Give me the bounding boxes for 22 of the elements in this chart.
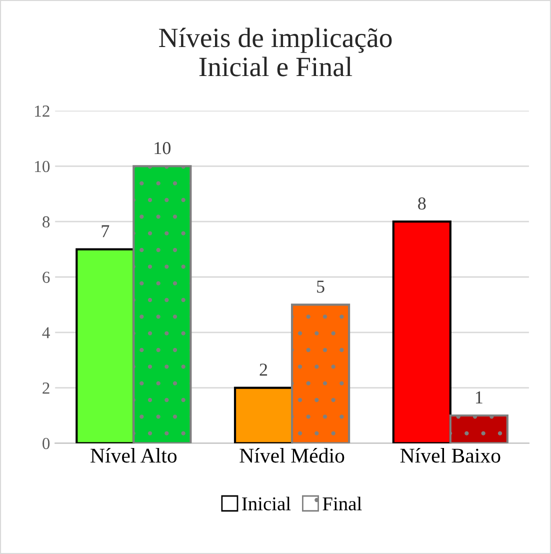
y-tick-label: 8 xyxy=(42,216,50,228)
bar xyxy=(76,248,135,444)
y-tick-label: 10 xyxy=(35,160,50,172)
bar xyxy=(234,386,294,444)
y-tick-label: 6 xyxy=(42,272,50,283)
legend-label: Inicial xyxy=(242,496,291,510)
data-label: 2 xyxy=(260,364,268,376)
y-tick-label: 2 xyxy=(42,382,50,394)
data-label: 7 xyxy=(102,225,110,238)
data-label: 5 xyxy=(317,280,324,293)
y-tick-label: 0 xyxy=(42,438,50,450)
data-label: 10 xyxy=(154,142,170,154)
y-tick-label: 4 xyxy=(42,327,50,338)
chart-title: Níveis de implicação Inicial e Final xyxy=(159,28,392,76)
y-tick-label: 12 xyxy=(35,106,50,117)
data-label: 1 xyxy=(476,391,482,404)
x-tick-label: Nível Médio xyxy=(240,448,344,463)
data-label: 8 xyxy=(418,197,426,210)
text: Final xyxy=(322,496,362,510)
x-tick-label: Nível Baixo xyxy=(400,448,500,463)
x-tick-label: Nível Alto xyxy=(90,448,177,463)
bar xyxy=(392,220,452,444)
